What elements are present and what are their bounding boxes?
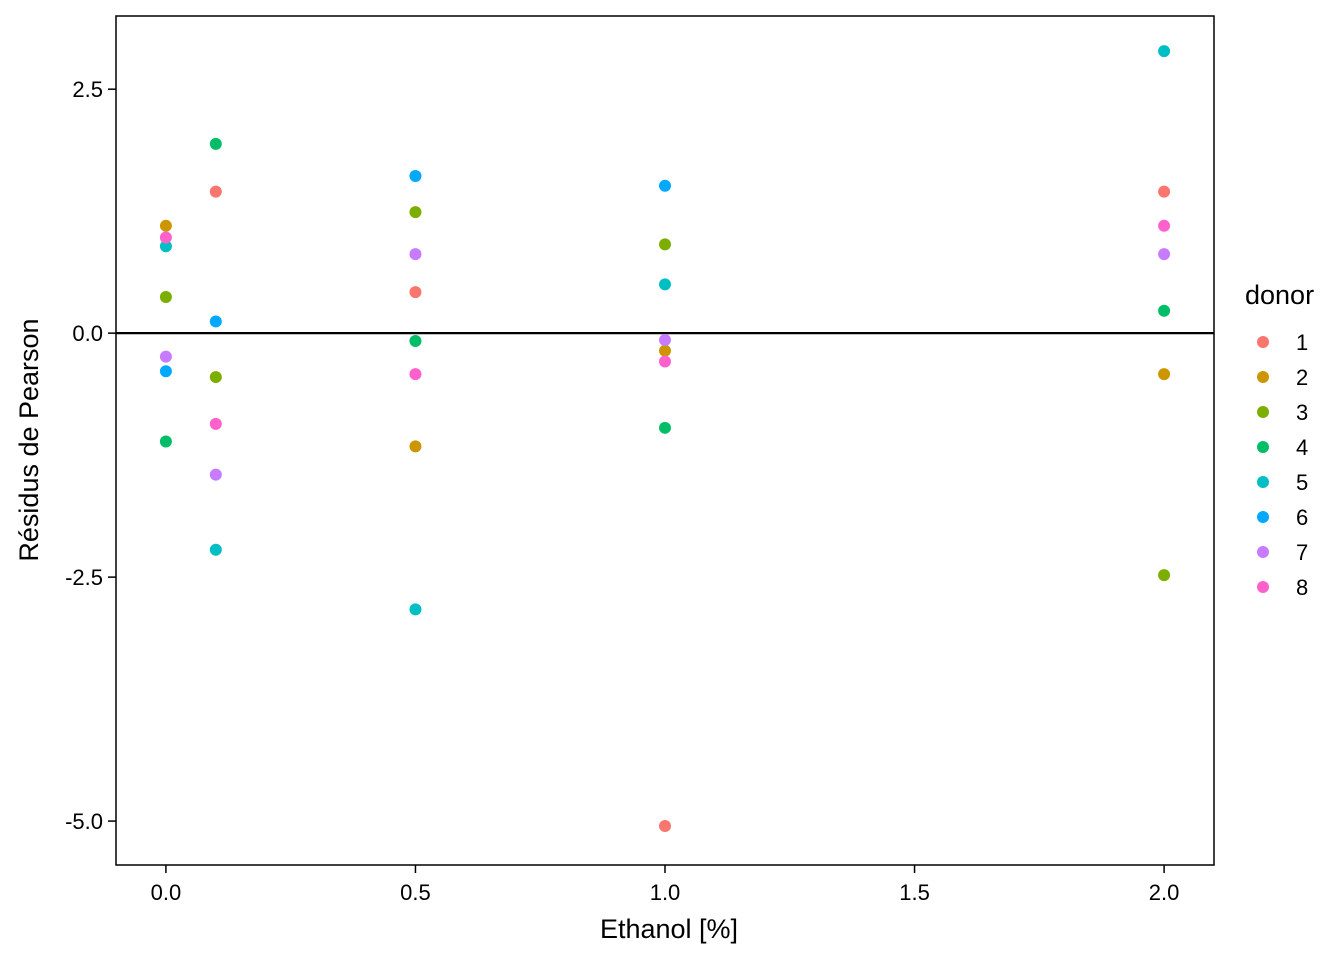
x-tick-label: 2.0 (1149, 880, 1180, 905)
data-point-donor-2 (1158, 368, 1171, 381)
legend-key-donor-4 (1257, 441, 1269, 453)
data-point-donor-6 (209, 315, 222, 328)
data-point-donor-5 (209, 543, 222, 556)
legend-label-donor-3: 3 (1296, 400, 1308, 425)
legend-label-donor-1: 1 (1296, 330, 1308, 355)
legend-key-donor-6 (1257, 511, 1269, 523)
data-point-donor-8 (409, 368, 422, 381)
legend-label-donor-6: 6 (1296, 505, 1308, 530)
legend-label-donor-4: 4 (1296, 435, 1308, 460)
legend-key-donor-5 (1257, 476, 1269, 488)
y-axis-title: Résidus de Pearson (14, 318, 44, 561)
data-point-donor-1 (209, 185, 222, 198)
data-point-donor-6 (159, 365, 172, 378)
data-point-donor-3 (659, 238, 671, 251)
data-point-donor-6 (659, 179, 671, 192)
data-points (159, 45, 1171, 832)
data-point-donor-6 (409, 170, 422, 183)
x-tick-label: 0.0 (151, 880, 182, 905)
data-point-donor-8 (209, 417, 222, 430)
x-axis-title: Ethanol [%] (600, 914, 738, 944)
legend-label-donor-2: 2 (1296, 365, 1308, 390)
data-point-donor-8 (159, 231, 172, 244)
legend-key-donor-8 (1257, 581, 1269, 593)
data-point-donor-8 (1158, 219, 1171, 232)
plot-panel (115, 15, 1215, 866)
data-point-donor-4 (209, 137, 222, 150)
legend-label-donor-8: 8 (1296, 575, 1308, 600)
legend-key-donor-1 (1257, 336, 1269, 348)
x-axis: 0.0 0.5 1.0 1.5 2.0 (151, 865, 1180, 905)
data-point-donor-4 (659, 421, 671, 434)
legend-key-donor-3 (1257, 406, 1269, 418)
data-point-donor-7 (409, 248, 422, 261)
data-point-donor-4 (159, 435, 172, 448)
data-point-donor-7 (659, 333, 671, 346)
data-point-donor-4 (1158, 304, 1171, 317)
data-point-donor-3 (1158, 569, 1171, 582)
data-point-donor-2 (409, 440, 422, 453)
legend: donor 1 2 3 4 5 6 7 8 (1245, 280, 1314, 600)
data-point-donor-4 (409, 334, 422, 347)
legend-label-donor-5: 5 (1296, 470, 1308, 495)
legend-title: donor (1245, 280, 1314, 310)
x-tick-label: 1.5 (899, 880, 930, 905)
data-point-donor-3 (409, 206, 422, 219)
y-axis: 2.5 0.0 -2.5 -5.0 (65, 77, 116, 834)
y-tick-label: -5.0 (65, 809, 103, 834)
x-tick-label: 1.0 (650, 880, 681, 905)
data-point-donor-3 (159, 291, 172, 304)
y-tick-label: 2.5 (72, 77, 103, 102)
data-point-donor-1 (409, 286, 422, 299)
data-point-donor-7 (159, 350, 172, 363)
legend-key-donor-7 (1257, 546, 1269, 558)
data-point-donor-5 (659, 278, 671, 291)
legend-key-donor-2 (1257, 371, 1269, 383)
y-tick-label: -2.5 (65, 565, 103, 590)
data-point-donor-5 (409, 603, 422, 616)
data-point-donor-1 (1158, 185, 1171, 198)
data-point-donor-3 (209, 371, 222, 384)
data-point-donor-7 (1158, 248, 1171, 261)
y-tick-label: 0.0 (72, 321, 103, 346)
data-point-donor-5 (1158, 45, 1171, 58)
data-point-donor-5 (159, 240, 172, 253)
data-point-donor-2 (159, 219, 172, 232)
data-point-donor-7 (209, 468, 222, 481)
data-point-donor-1 (659, 819, 671, 832)
data-point-donor-2 (659, 344, 671, 357)
legend-label-donor-7: 7 (1296, 540, 1308, 565)
x-tick-label: 0.5 (400, 880, 431, 905)
data-point-donor-8 (659, 355, 671, 368)
